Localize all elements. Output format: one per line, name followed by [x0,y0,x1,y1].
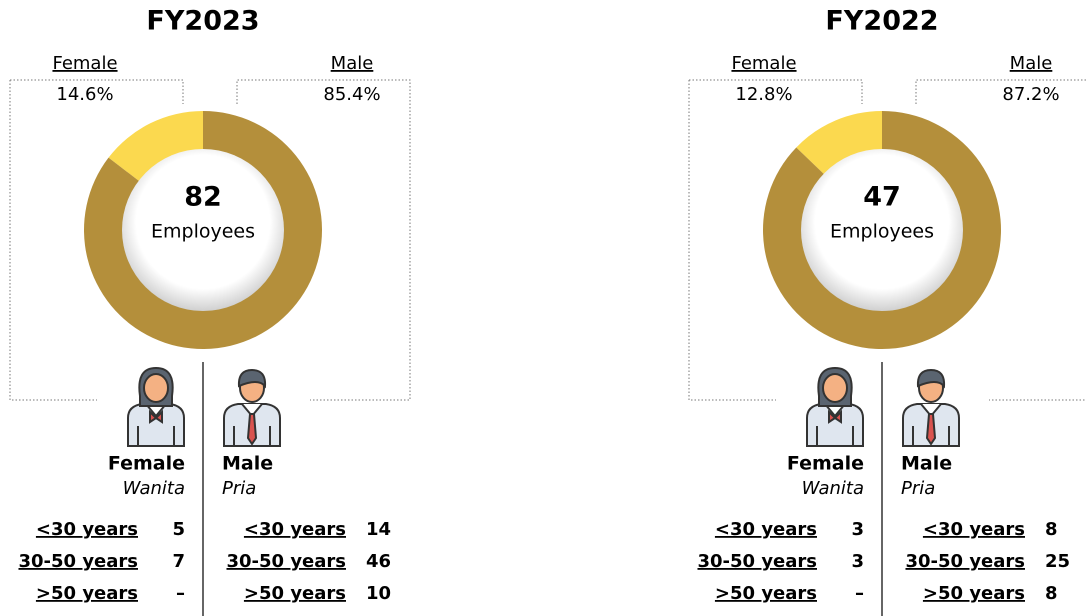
donut-segment [108,111,203,182]
male-icon [902,368,960,447]
hair [237,368,267,389]
segment-value: 12.8% [735,84,792,105]
row-value: 3 [851,551,864,572]
face [143,373,169,403]
row-label: 30-50 years [905,551,1025,572]
row-value: 3 [851,519,864,540]
donut-segment [763,111,1002,350]
row-value: 25 [1045,551,1070,572]
group-name: Male [901,453,952,475]
segment-label: Female [52,53,117,74]
segment-label: Female [731,53,796,74]
connector [915,79,1086,401]
connector [688,79,863,401]
donut-hole [122,149,284,311]
row-label: 30-50 years [697,551,817,572]
row-value: 8 [1045,519,1058,540]
row-value: – [855,583,864,604]
row-label: >50 years [923,583,1025,604]
group-name: Female [787,453,864,475]
center-value: 47 [863,182,901,213]
group-name: Female [108,453,185,475]
row-label: 30-50 years [18,551,138,572]
male-icon [223,368,281,447]
center-label: Employees [830,221,934,243]
row-label: 30-50 years [226,551,346,572]
donut-hole [801,149,963,311]
row-label: <30 years [244,519,346,540]
row-value: 14 [366,519,391,540]
center-label: Employees [151,221,255,243]
row-label: >50 years [36,583,138,604]
group-name: Male [222,453,273,475]
row-value: 8 [1045,583,1058,604]
connector [236,79,411,401]
hair [916,368,946,389]
connector [9,79,184,401]
segment-label: Male [331,53,374,74]
segment-value: 14.6% [56,84,113,105]
group-subtitle: Pria [222,478,256,499]
row-value: – [176,583,185,604]
female-icon [806,366,864,447]
chart-title: FY2023 [146,6,259,37]
row-label: >50 years [244,583,346,604]
row-label: <30 years [715,519,817,540]
donut-segment [796,111,882,175]
group-subtitle: Pria [901,478,935,499]
row-value: 5 [172,519,185,540]
row-value: 7 [172,551,185,572]
segment-label: Male [1010,53,1053,74]
group-subtitle: Wanita [123,478,185,499]
row-value: 46 [366,551,391,572]
row-label: <30 years [36,519,138,540]
female-icon [127,366,185,447]
bow [149,409,163,424]
segment-value: 87.2% [1002,84,1059,105]
donut-segment [84,111,323,349]
tie [925,413,937,446]
bow [828,409,842,424]
chart-title: FY2022 [825,6,938,37]
segment-value: 85.4% [323,84,380,105]
face [822,373,848,403]
row-label: >50 years [715,583,817,604]
tie [246,413,258,446]
row-label: <30 years [923,519,1025,540]
row-value: 10 [366,583,391,604]
group-subtitle: Wanita [802,478,864,499]
center-value: 82 [184,182,222,213]
